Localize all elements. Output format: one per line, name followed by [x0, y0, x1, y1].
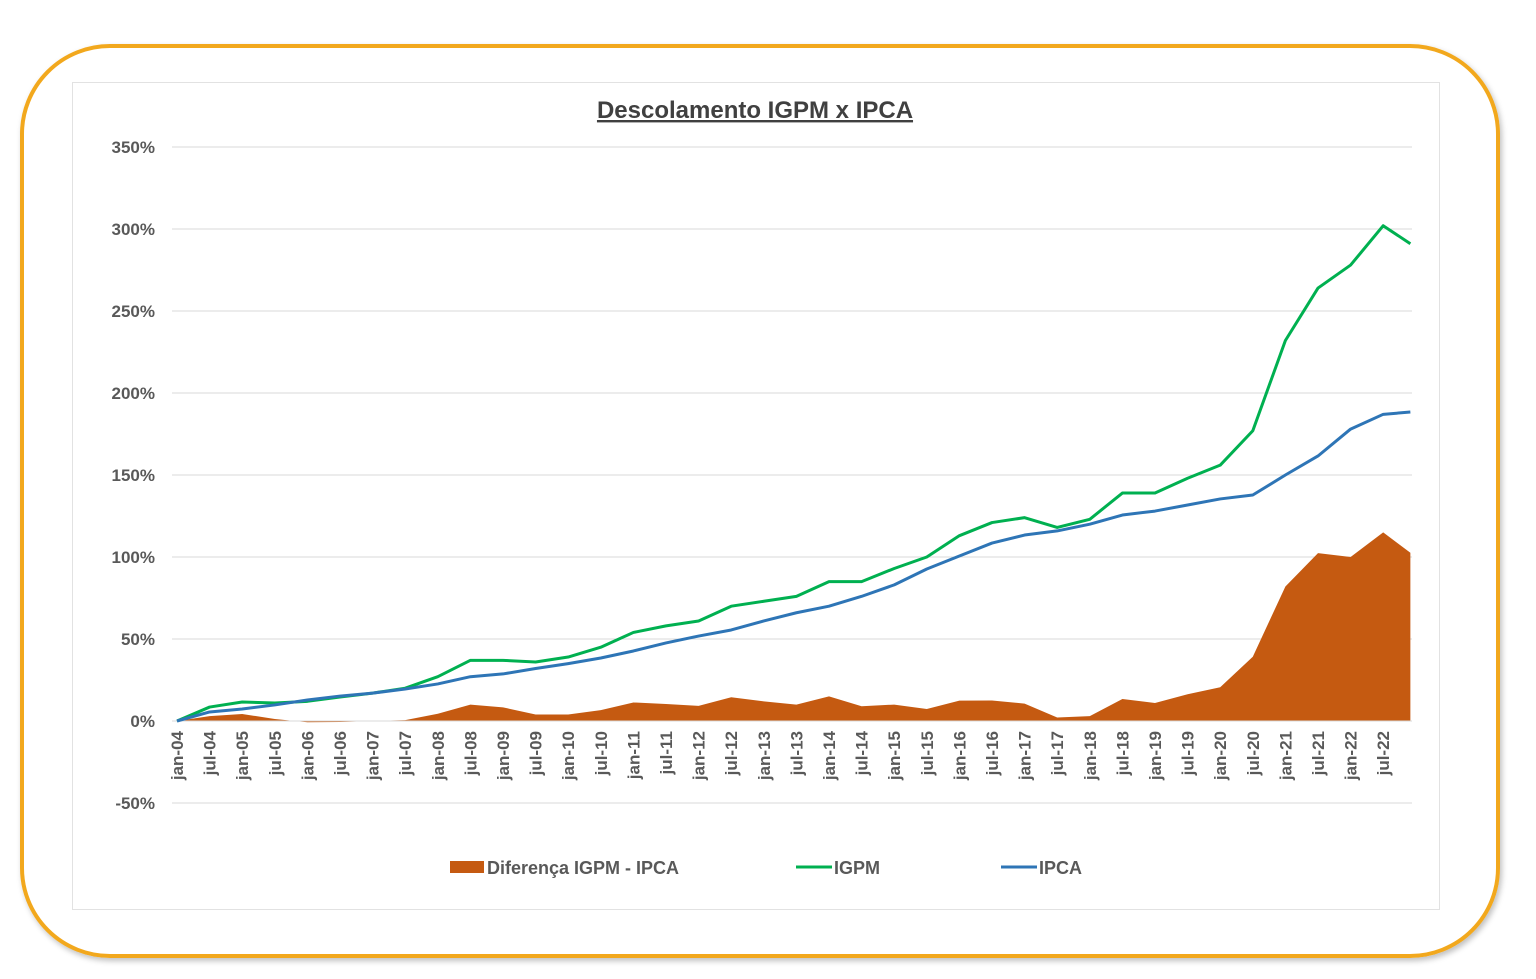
y-tick-label: 250%: [112, 302, 155, 321]
x-tick-label: jul-04: [201, 730, 220, 776]
x-tick-label: jul-06: [331, 731, 350, 776]
x-tick-label: jan-06: [298, 731, 317, 781]
x-tick-label: jul-19: [1179, 731, 1198, 776]
x-tick-label: jan-09: [494, 731, 513, 781]
chart-frame: [20, 44, 1500, 958]
legend-swatch-diferenca: [450, 861, 484, 873]
x-tick-label: jul-17: [1048, 731, 1067, 776]
x-tick-label: jul-07: [396, 731, 415, 776]
series-igpm-line: [176, 224, 1412, 723]
x-tick-label: jan-17: [1016, 731, 1035, 781]
x-tick-label: jul-16: [983, 731, 1002, 776]
x-tick-label: jul-12: [722, 731, 741, 776]
y-tick-label: 0%: [130, 712, 155, 731]
x-tick-label: jul-21: [1309, 731, 1328, 776]
series-diferenca-area: [177, 532, 1411, 723]
x-tick-label: jan-04: [168, 730, 187, 781]
x-tick-label: jul-11: [657, 731, 676, 775]
x-tick-label: jul-18: [1113, 731, 1132, 776]
x-tick-label: jan-21: [1276, 731, 1295, 781]
y-tick-label: 100%: [112, 548, 155, 567]
y-tick-label: 300%: [112, 220, 155, 239]
x-tick-label: jan-16: [950, 731, 969, 781]
x-tick-label: jul-15: [918, 731, 937, 776]
x-tick-label: jul-20: [1244, 731, 1263, 776]
y-tick-label: 200%: [112, 384, 155, 403]
x-tick-label: jan-05: [233, 731, 252, 781]
legend-label-ipca: IPCA: [1039, 858, 1082, 878]
x-tick-label: jan-18: [1081, 731, 1100, 781]
y-tick-label: 50%: [121, 630, 155, 649]
x-tick-label: jan-19: [1146, 731, 1165, 781]
series-ipca-line: [176, 410, 1411, 723]
x-tick-label: jul-13: [787, 731, 806, 776]
x-tick-label: jan-20: [1211, 731, 1230, 781]
chart-title: Descolamento IGPM x IPCA: [597, 97, 913, 124]
x-tick-label: jan-12: [690, 731, 709, 781]
x-tick-label: jan-22: [1342, 731, 1361, 781]
x-tick-label: jan-14: [820, 730, 839, 781]
x-tick-label: jan-13: [755, 731, 774, 781]
x-tick-label: jan-15: [885, 731, 904, 781]
y-tick-label: 150%: [112, 466, 155, 485]
x-tick-label: jul-09: [527, 731, 546, 776]
legend-label-igpm: IGPM: [834, 858, 880, 878]
legend-label-diferenca: Diferença IGPM - IPCA: [487, 858, 679, 878]
x-tick-label: jul-22: [1374, 731, 1393, 776]
x-tick-label: jul-10: [592, 731, 611, 776]
x-tick-label: jan-08: [429, 731, 448, 781]
x-tick-label: jul-08: [461, 731, 480, 776]
y-tick-label: 350%: [112, 138, 155, 157]
x-tick-label: jan-10: [559, 731, 578, 781]
chart-area: [72, 82, 1440, 910]
x-tick-label: jul-14: [853, 730, 872, 776]
x-tick-label: jul-05: [266, 731, 285, 776]
y-tick-label: -50%: [115, 794, 155, 813]
x-tick-label: jan-11: [624, 731, 643, 780]
x-tick-label: jan-07: [364, 731, 383, 781]
